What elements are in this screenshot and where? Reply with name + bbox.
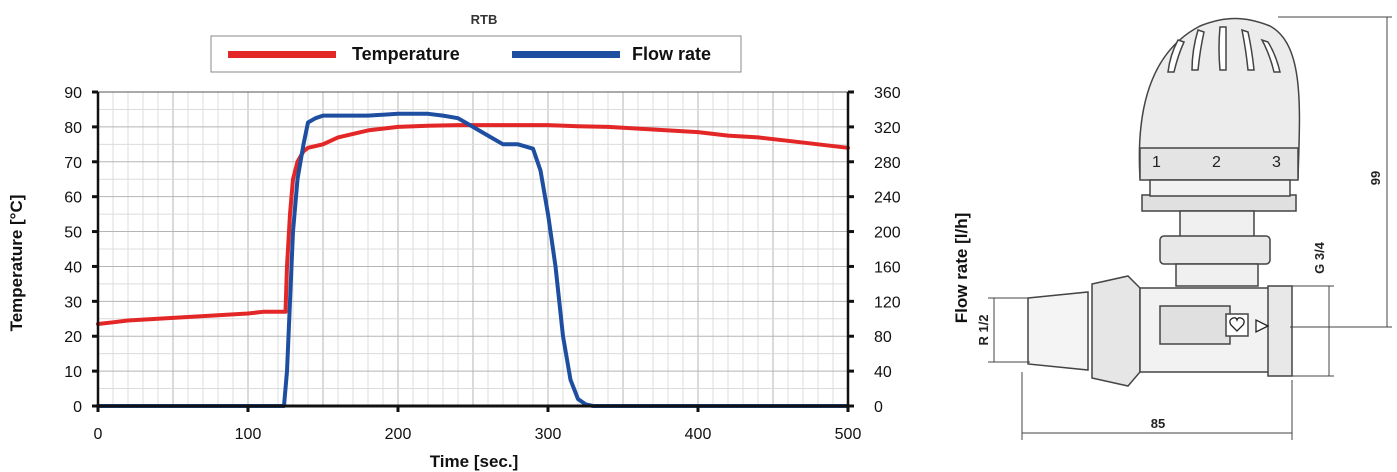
x-tick-label: 100 bbox=[235, 426, 262, 443]
legend-swatch-temperature bbox=[228, 51, 336, 58]
y-left-tick-label: 20 bbox=[64, 329, 82, 346]
y-axis-label-right: Flow rate [l/h] bbox=[952, 213, 971, 324]
legend: Temperature Flow rate bbox=[210, 35, 742, 73]
heart-icon bbox=[1229, 317, 1245, 332]
x-tick-label: 300 bbox=[535, 426, 562, 443]
y-right-tick-label: 280 bbox=[874, 155, 901, 172]
y-right-tick-label: 160 bbox=[874, 259, 901, 276]
series-line-temperature bbox=[96, 123, 850, 326]
y-axis-label-left: Temperature [°C] bbox=[7, 195, 26, 332]
x-axis-label: Time [sec.] bbox=[430, 452, 519, 471]
grid-lines bbox=[97, 91, 849, 407]
y-right-tick-label: 40 bbox=[874, 364, 892, 381]
legend-label-flow-rate: Flow rate bbox=[632, 44, 711, 64]
legend-swatch-flow-rate bbox=[512, 51, 620, 58]
y-left-tick-label: 0 bbox=[73, 399, 82, 416]
y-left-tick-label: 80 bbox=[64, 120, 82, 137]
chart-title: RTB bbox=[471, 12, 498, 27]
y-left-tick-label: 10 bbox=[64, 364, 82, 381]
y-right-tick-label: 360 bbox=[874, 85, 901, 102]
arrow-icon bbox=[1255, 318, 1270, 334]
y-right-tick-label: 320 bbox=[874, 120, 901, 137]
y-left-tick-label: 60 bbox=[64, 190, 82, 207]
y-left-tick-label: 50 bbox=[64, 225, 82, 242]
dial-grooves bbox=[1167, 26, 1281, 73]
dimension-thread-left: R 1/2 bbox=[976, 314, 991, 345]
valve-body bbox=[1027, 275, 1293, 387]
y-right-tick-label: 200 bbox=[874, 225, 901, 242]
dial-label-1: 1 bbox=[1152, 154, 1161, 171]
series-line-flow-rate bbox=[96, 111, 850, 408]
x-tick-label: 200 bbox=[385, 426, 412, 443]
y-right-tick-label: 0 bbox=[874, 399, 883, 416]
y-right-tick-label: 80 bbox=[874, 329, 892, 346]
dimension-width: 85 bbox=[1151, 416, 1165, 431]
y-right-tick-label: 240 bbox=[874, 190, 901, 207]
x-tick-label: 0 bbox=[94, 426, 103, 443]
y-left-tick-label: 30 bbox=[64, 294, 82, 311]
y-left-tick-label: 40 bbox=[64, 259, 82, 276]
dial-label-3: 3 bbox=[1272, 154, 1281, 171]
legend-label-temperature: Temperature bbox=[352, 44, 460, 64]
dial-label-2: 2 bbox=[1212, 154, 1221, 171]
y-left-tick-label: 70 bbox=[64, 155, 82, 172]
valve-head bbox=[1138, 17, 1301, 287]
dimension-thread-top: G 3/4 bbox=[1312, 241, 1327, 274]
axes: 0 10 20 30 40 50 60 70 80 90 0 40 80 120 160 200 240 280 3… bbox=[64, 85, 901, 443]
series-lines bbox=[96, 111, 850, 408]
dimension-height: 99 bbox=[1368, 171, 1383, 185]
y-right-tick-label: 120 bbox=[874, 294, 901, 311]
x-tick-label: 400 bbox=[685, 426, 712, 443]
x-tick-label: 500 bbox=[835, 426, 862, 443]
dimension-lines bbox=[988, 16, 1392, 440]
y-left-tick-label: 90 bbox=[64, 85, 82, 102]
